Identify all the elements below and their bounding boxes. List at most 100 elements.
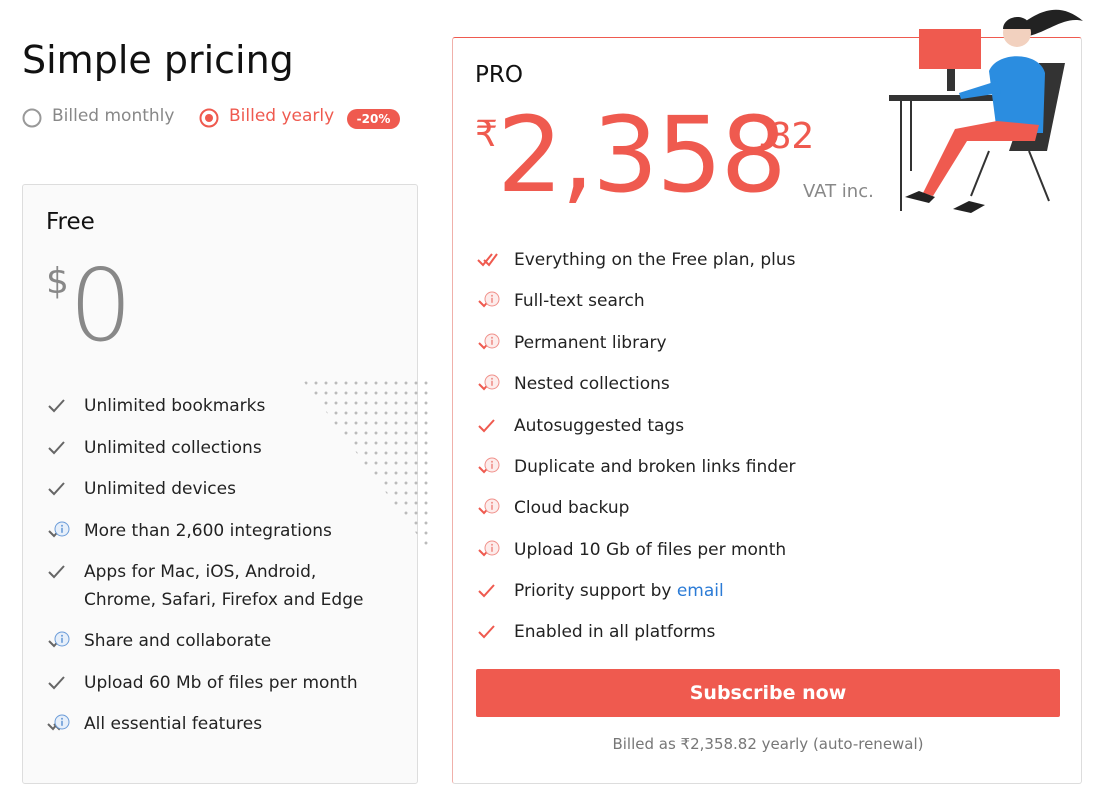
- feature-text: Duplicate and broken links finder: [514, 457, 796, 477]
- check-icon: [477, 253, 498, 267]
- check-icon: [48, 676, 65, 690]
- radio-monthly[interactable]: [22, 108, 42, 128]
- info-bar: [491, 504, 493, 510]
- feature-text: Unlimited collections: [84, 438, 262, 458]
- info-dot: [491, 460, 493, 463]
- subscribe-button[interactable]: Subscribe now: [476, 669, 1060, 717]
- free-currency: $: [46, 261, 69, 302]
- feature-text: Enabled in all platforms: [514, 622, 716, 642]
- feature-item: Apps for Mac, iOS, Android, Chrome, Safa…: [48, 558, 384, 614]
- tax-note: VAT inc.: [803, 181, 874, 202]
- check-icon: [48, 441, 65, 455]
- feature-text: Priority support by: [514, 581, 672, 601]
- feature-text: Unlimited bookmarks: [84, 396, 266, 416]
- check-path: [478, 625, 495, 639]
- feature-text: More than 2,600 integrations: [84, 521, 332, 541]
- billing-yearly-label[interactable]: Billed yearly: [229, 106, 335, 126]
- check-icon: [478, 625, 495, 639]
- billing-note: Billed as ₹2,358.82 yearly (auto-renewal…: [612, 735, 924, 753]
- check-path: [48, 676, 65, 690]
- feature-item: Nested collections: [478, 370, 670, 398]
- info-dot: [491, 501, 493, 504]
- feature-item: Priority support by email: [478, 577, 724, 605]
- pro-plan-name: PRO: [475, 62, 523, 88]
- feature-text: Upload 10 Gb of files per month: [514, 540, 787, 560]
- check-path: [48, 399, 65, 413]
- pro-currency: ₹: [475, 114, 498, 155]
- feature-text: All essential features: [84, 714, 263, 734]
- feature-text: Upload 60 Mb of files per month: [84, 673, 358, 693]
- info-dot: [491, 294, 493, 297]
- check-path: [477, 253, 498, 267]
- info-bar: [491, 463, 493, 469]
- feature-item: Full-text search: [478, 287, 645, 315]
- pro-card: PRO ₹ 2,358 .82 VAT inc. Everything on t…: [452, 9, 1083, 784]
- feature-item: More than 2,600 integrations: [48, 517, 332, 545]
- illustration: [889, 9, 1083, 213]
- info-icon: [484, 374, 500, 390]
- feature-text: Unlimited devices: [84, 479, 236, 499]
- feature-text: Permanent library: [514, 333, 667, 353]
- info-icon: [484, 540, 500, 556]
- feature-item: Share and collaborate: [48, 627, 272, 655]
- info-dot: [491, 543, 493, 546]
- info-icon: [484, 291, 500, 307]
- info-bar: [491, 297, 493, 303]
- feature-item: Everything on the Free plan, plus: [477, 246, 796, 274]
- info-dot: [61, 717, 63, 720]
- check-path: [48, 565, 65, 579]
- info-icon: [54, 631, 70, 647]
- feature-item: Upload 10 Gb of files per month: [478, 536, 787, 564]
- info-icon: [484, 457, 500, 473]
- check-icon: [478, 419, 495, 433]
- info-dot: [491, 336, 493, 339]
- feature-item: Permanent library: [478, 329, 667, 357]
- info-bar: [491, 546, 493, 552]
- check-path: [478, 419, 495, 433]
- info-dot: [61, 634, 63, 637]
- feature-item: Unlimited collections: [48, 434, 262, 462]
- pro-price: 2,358: [497, 94, 787, 216]
- feature-text: Share and collaborate: [84, 631, 272, 651]
- feature-item: Upload 60 Mb of files per month: [48, 669, 358, 697]
- feature-text: Autosuggested tags: [514, 416, 685, 436]
- feature-item: All essential features: [47, 710, 263, 738]
- check-path: [48, 441, 65, 455]
- feature-text: Full-text search: [514, 291, 645, 311]
- feature-item: Enabled in all platforms: [478, 618, 716, 646]
- pro-cents: .82: [757, 116, 815, 157]
- info-bar: [491, 339, 493, 345]
- info-bar: [61, 637, 63, 643]
- free-card: Free $ 0 Unlimited bookmarks Unlimited co…: [22, 184, 433, 784]
- billing-monthly-label[interactable]: Billed monthly: [52, 106, 175, 126]
- feature-text: Apps for Mac, iOS, Android, Chrome, Safa…: [84, 562, 364, 610]
- feature-link[interactable]: email: [676, 581, 724, 601]
- feature-item: Cloud backup: [478, 494, 630, 522]
- info-dot: [491, 377, 493, 380]
- check-icon: [48, 399, 65, 413]
- check-icon: [48, 565, 65, 579]
- info-bar: [61, 720, 63, 726]
- feature-text: Cloud backup: [514, 498, 630, 518]
- info-icon: [54, 521, 70, 537]
- feature-item: Unlimited devices: [48, 475, 236, 503]
- feature-item: Autosuggested tags: [478, 412, 685, 440]
- info-icon: [54, 714, 70, 730]
- info-bar: [491, 380, 493, 386]
- info-icon: [484, 333, 500, 349]
- feature-item: Unlimited bookmarks: [48, 392, 266, 420]
- feature-text: Nested collections: [514, 374, 670, 394]
- page-title: Simple pricing: [22, 38, 294, 82]
- check-icon: [478, 584, 495, 598]
- info-dot: [61, 524, 63, 527]
- check-path: [478, 584, 495, 598]
- info-bar: [61, 527, 63, 533]
- feature-item: Duplicate and broken links finder: [478, 453, 796, 481]
- free-plan-name: Free: [46, 209, 95, 235]
- check-path: [48, 482, 65, 496]
- radio-yearly[interactable]: [199, 108, 219, 128]
- discount-badge: -20%: [347, 109, 400, 129]
- feature-text: Everything on the Free plan, plus: [514, 250, 796, 270]
